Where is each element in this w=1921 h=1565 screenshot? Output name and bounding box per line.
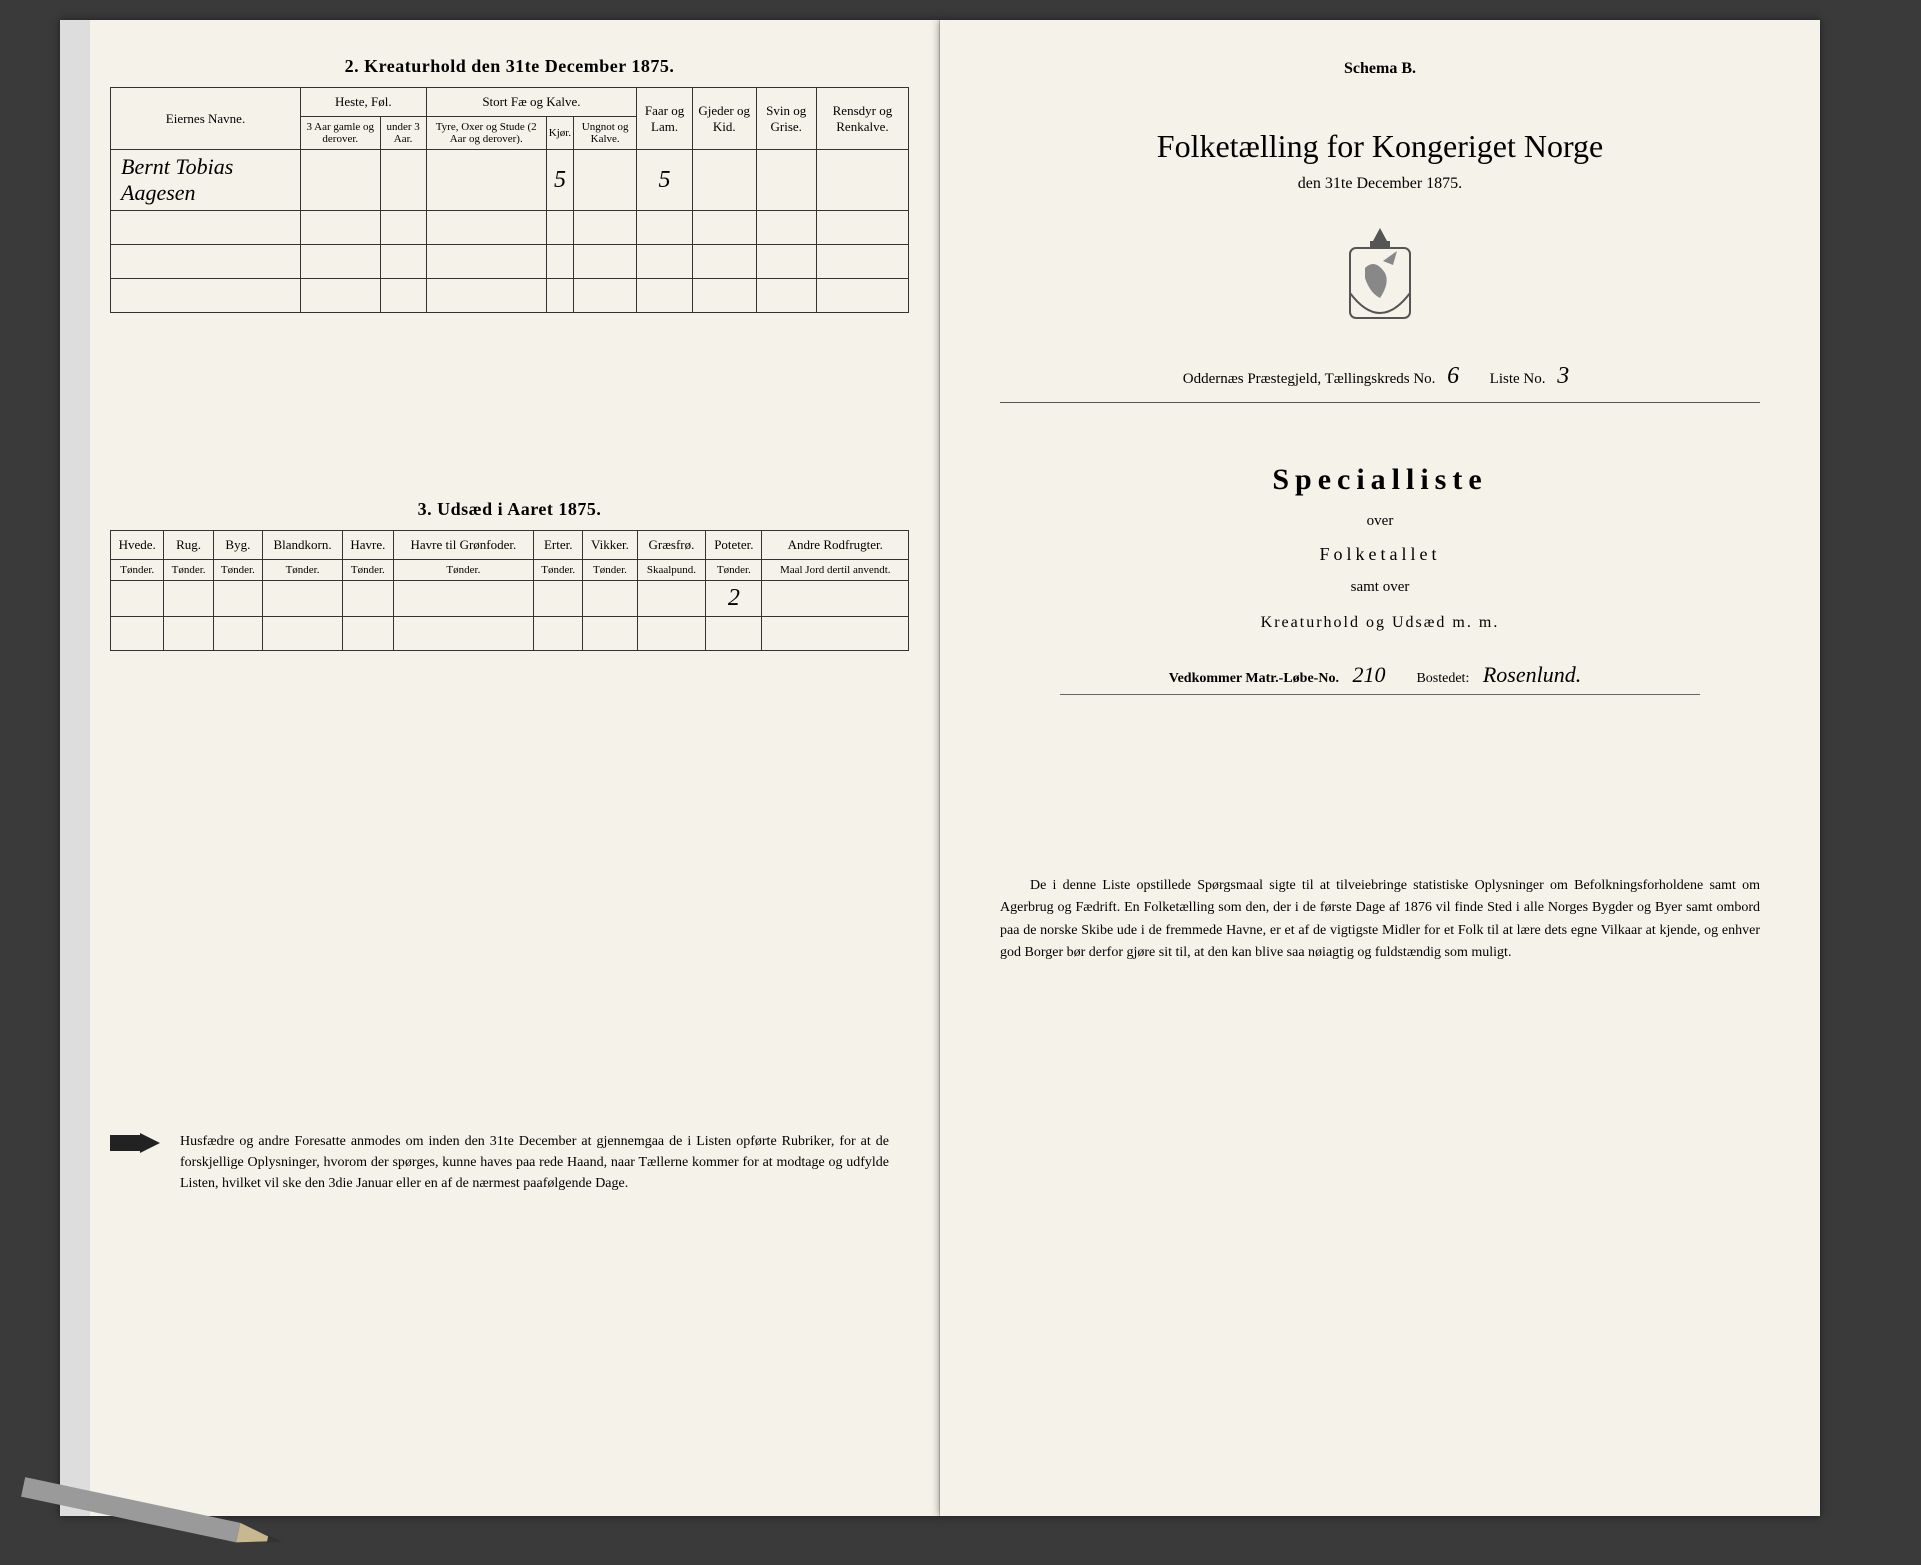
instructions-text: Husfædre og andre Foresatte anmodes om i… [110,1131,909,1194]
seed-value [111,581,164,617]
seed-value: 2 [706,581,762,617]
seed-unit: Tønder. [263,560,343,581]
matr-label: Vedkommer Matr.-Løbe-No. [1169,671,1339,686]
seed-unit: Tønder. [111,560,164,581]
pointing-hand-icon [110,1131,160,1155]
seed-unit: Tønder. [534,560,583,581]
matr-line: Vedkommer Matr.-Løbe-No. 210 Bostedet: R… [1000,662,1760,688]
seed-unit: Tønder. [583,560,637,581]
col-horses: Heste, Føl. [301,88,427,117]
val-sheep: 5 [637,150,693,211]
seed-col: Andre Rodfrugter. [762,531,909,560]
bostedet-label: Bostedet: [1416,671,1469,686]
table-row [111,245,909,279]
val-cows: 5 [546,150,573,211]
liste-number: 3 [1549,363,1577,389]
seed-value [343,581,394,617]
col-calves: Ungnot og Kalve. [574,117,637,150]
schema-label: Schema B. [1000,60,1760,78]
seed-unit: Tønder. [164,560,213,581]
seed-col: Græsfrø. [637,531,706,560]
margin-strip [60,20,90,1516]
col-goats: Gjeder og Kid. [692,88,756,150]
seed-unit: Tønder. [213,560,262,581]
seed-value [263,581,343,617]
seed-value [637,581,706,617]
col-cows: Kjør. [546,117,573,150]
seed-unit: Tønder. [706,560,762,581]
coat-of-arms-icon [1335,223,1425,333]
seed-value [583,581,637,617]
description-text: De i denne Liste opstillede Spørgsmaal s… [1000,875,1760,965]
over-label: over [1000,513,1760,530]
seed-unit: Tønder. [393,560,533,581]
district-line: Oddernæs Præstegjeld, Tællingskreds No. … [1000,363,1760,394]
col-owner: Eiernes Navne. [111,88,301,150]
table-row [111,279,909,313]
col-bulls: Tyre, Oxer og Stude (2 Aar og derover). [426,117,546,150]
folketallet-label: Folketallet [1000,544,1760,565]
right-page: Schema B. Folketælling for Kongeriget No… [940,20,1820,1516]
seed-unit: Skaalpund. [637,560,706,581]
owner-name: Bernt Tobias Aagesen [111,150,301,211]
seed-unit: Maal Jord dertil anvendt. [762,560,909,581]
table-row: 2 [111,581,909,617]
seed-col: Poteter. [706,531,762,560]
bostedet-value: Rosenlund. [1473,662,1591,687]
left-page: 2. Kreaturhold den 31te December 1875. E… [60,20,940,1516]
divider [1000,402,1760,403]
seed-value [213,581,262,617]
seed-col: Vikker. [583,531,637,560]
seed-value [762,581,909,617]
table-row [111,617,909,651]
seed-col: Hvede. [111,531,164,560]
col-horses-3: 3 Aar gamle og derover. [301,117,381,150]
samt-label: samt over [1000,579,1760,596]
census-date: den 31te December 1875. [1000,175,1760,193]
pencil-icon [19,1467,301,1564]
divider [1060,694,1700,695]
seed-unit: Tønder. [343,560,394,581]
seed-col: Byg. [213,531,262,560]
table-row [111,211,909,245]
seed-value [534,581,583,617]
col-sheep: Faar og Lam. [637,88,693,150]
seed-table: Hvede.Rug.Byg.Blandkorn.Havre.Havre til … [110,530,909,651]
instructions-body: Husfædre og andre Foresatte anmodes om i… [180,1134,889,1191]
livestock-table: Eiernes Navne. Heste, Føl. Stort Fæ og K… [110,87,909,313]
table-row: Bernt Tobias Aagesen 5 5 [111,150,909,211]
col-pigs: Svin og Grise. [756,88,816,150]
kreatur-label: Kreaturhold og Udsæd m. m. [1000,614,1760,632]
kreds-number: 6 [1439,363,1467,389]
liste-label: Liste No. [1490,371,1546,387]
seed-col: Erter. [534,531,583,560]
seed-value [164,581,213,617]
col-cattle: Stort Fæ og Kalve. [426,88,637,117]
matr-number: 210 [1342,662,1395,687]
seed-col: Havre. [343,531,394,560]
seed-value [393,581,533,617]
seed-col: Rug. [164,531,213,560]
seed-col: Blandkorn. [263,531,343,560]
col-horses-u3: under 3 Aar. [380,117,426,150]
main-title: Folketælling for Kongeriget Norge [1000,128,1760,165]
table2-title: 3. Udsæd i Aaret 1875. [110,499,909,520]
seed-col: Havre til Grønfoder. [393,531,533,560]
col-reindeer: Rensdyr og Renkalve. [816,88,908,150]
specialliste-title: Specialliste [1000,463,1760,497]
district-label: Oddernæs Præstegjeld, Tællingskreds No. [1183,371,1436,387]
table1-title: 2. Kreaturhold den 31te December 1875. [110,56,909,77]
